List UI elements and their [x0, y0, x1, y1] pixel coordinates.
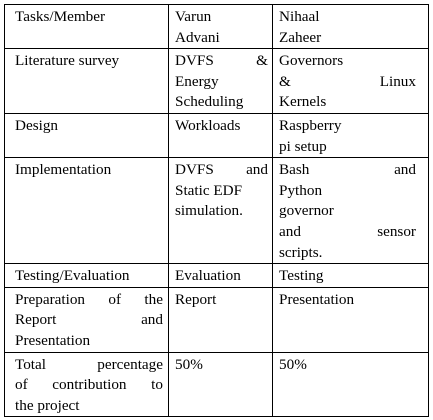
header-member-1: Varun Advani [168, 3, 273, 50]
member-2-cell: Raspberry pi setup [272, 112, 429, 159]
member-2-cell: Governors & Linux Kernels [272, 48, 429, 114]
task-cell: Implementation [4, 157, 169, 265]
table-header-row: Tasks/Member Varun Advani Nihaal Zaheer [4, 3, 429, 50]
task-cell: Design [4, 112, 169, 159]
member-1-cell: Evaluation [168, 263, 273, 288]
member-1-cell: DVFS & Energy Scheduling [168, 48, 273, 114]
table-row: Testing/Evaluation Evaluation Testing [4, 263, 429, 288]
task-cell: Total percentage of contribution to the pro… [4, 351, 169, 418]
member-2-cell: Presentation [272, 286, 429, 353]
member-1-cell: 50% [168, 351, 273, 418]
table-row: Preparation of the Report and Presentation … [4, 286, 429, 353]
member-2-cell: Bash and Python governor and sensor script… [272, 157, 429, 265]
header-tasks-member: Tasks/Member [4, 3, 169, 50]
member-1-cell: Workloads [168, 112, 273, 159]
table-row: Total percentage of contribution to the pro… [4, 351, 429, 418]
contribution-table: Tasks/Member Varun Advani Nihaal Zaheer … [4, 3, 429, 418]
table-row: Implementation DVFS and Static EDF simula… [4, 157, 429, 265]
member-1-cell: Report [168, 286, 273, 353]
member-2-cell: 50% [272, 351, 429, 418]
task-cell: Literature survey [4, 48, 169, 114]
member-2-cell: Testing [272, 263, 429, 288]
member-1-cell: DVFS and Static EDF simulation. [168, 157, 273, 265]
table-row: Design Workloads Raspberry pi setup [4, 112, 429, 159]
task-cell: Preparation of the Report and Presentation [4, 286, 169, 353]
task-cell: Testing/Evaluation [4, 263, 169, 288]
table-row: Literature survey DVFS & Energy Schedulin… [4, 48, 429, 114]
header-member-2: Nihaal Zaheer [272, 3, 429, 50]
